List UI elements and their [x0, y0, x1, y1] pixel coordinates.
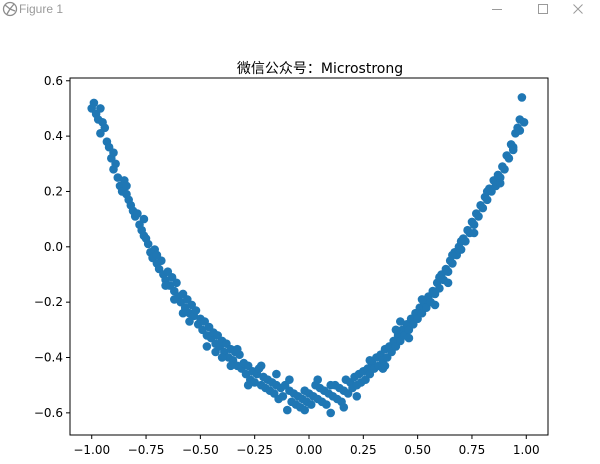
scatter-point: [435, 284, 444, 293]
window-titlebar: Figure 1: [0, 0, 600, 18]
scatter-point: [365, 356, 375, 365]
scatter-point: [133, 209, 142, 218]
scatter-point: [233, 344, 242, 354]
scatter-point: [306, 400, 316, 409]
y-tick-label: 0.4: [44, 129, 63, 143]
scatter-point: [283, 405, 292, 415]
scatter-point: [456, 237, 466, 246]
x-tick-label: 0.50: [404, 443, 431, 457]
scatter-point: [152, 250, 162, 260]
scatter-point: [448, 259, 457, 268]
figure-app-icon: [2, 1, 18, 17]
x-tick-label: 1.00: [513, 443, 540, 457]
scatter-point: [143, 239, 153, 249]
scatter-point: [89, 98, 99, 108]
scatter-points: [87, 93, 529, 418]
scatter-point: [300, 405, 310, 415]
y-tick-label: 0.6: [44, 74, 63, 88]
scatter-point: [322, 400, 331, 409]
y-axis-ticks: −0.6 −0.4 −0.2 0.0 0.2 0.4 0.6: [34, 74, 70, 420]
y-tick-label: −0.4: [34, 351, 63, 365]
scatter-point: [161, 281, 170, 290]
scatter-point: [172, 278, 181, 288]
scatter-point: [256, 361, 266, 371]
scatter-chart: 微信公众号：Microstrong −1.00 −0.75 −0.50 −0.25 0.…: [34, 61, 549, 457]
scatter-point: [448, 250, 457, 260]
scatter-point: [226, 361, 236, 371]
x-tick-label: −0.50: [182, 443, 219, 457]
scatter-point: [113, 173, 123, 182]
scatter-point: [380, 361, 390, 371]
scatter-point: [272, 369, 281, 379]
scatter-point: [285, 375, 294, 385]
scatter-point: [243, 380, 253, 390]
scatter-point: [326, 380, 336, 390]
scatter-point: [185, 317, 194, 326]
minimize-icon: [492, 9, 502, 10]
maximize-icon: [538, 4, 548, 14]
y-tick-label: −0.2: [34, 295, 63, 309]
scatter-point: [122, 181, 131, 191]
scatter-point: [96, 129, 105, 138]
scatter-point: [482, 187, 492, 196]
scatter-point: [278, 392, 288, 401]
x-tick-label: 0.75: [459, 443, 486, 457]
scatter-point: [517, 93, 527, 102]
scatter-point: [211, 347, 220, 357]
y-tick-label: −0.6: [34, 406, 63, 420]
scatter-point: [178, 308, 188, 318]
scatter-point: [430, 300, 440, 310]
close-icon: [573, 4, 583, 14]
x-tick-label: −1.00: [73, 443, 110, 457]
scatter-point: [109, 148, 118, 157]
scatter-point: [391, 325, 401, 335]
scatter-point: [443, 267, 453, 276]
scatter-point: [396, 317, 405, 326]
scatter-point: [515, 126, 525, 135]
scatter-point: [339, 403, 349, 412]
x-tick-label: −0.25: [236, 443, 273, 457]
scatter-point: [495, 178, 505, 188]
scatter-point: [469, 228, 479, 238]
x-tick-label: 0.00: [296, 443, 323, 457]
scatter-point: [191, 306, 201, 315]
minimize-button[interactable]: [474, 0, 520, 18]
scatter-point: [352, 392, 362, 401]
scatter-point: [435, 273, 444, 282]
scatter-point: [417, 295, 427, 304]
scatter-point: [456, 245, 466, 254]
scatter-point: [404, 333, 414, 343]
window-title: Figure 1: [19, 2, 64, 16]
axes-frame: [69, 77, 549, 436]
scatter-point: [217, 353, 227, 362]
close-button[interactable]: [555, 0, 600, 18]
scatter-point: [313, 375, 323, 385]
scatter-point: [326, 408, 336, 418]
scatter-point: [474, 212, 483, 221]
scatter-point: [519, 118, 529, 127]
y-tick-label: 0.2: [44, 184, 63, 198]
y-tick-label: 0.0: [44, 240, 63, 254]
scatter-point: [504, 154, 514, 163]
scatter-point: [139, 214, 149, 224]
scatter-point: [202, 342, 212, 351]
scatter-point: [111, 159, 120, 169]
scatter-point: [478, 203, 488, 213]
maximize-button[interactable]: [520, 0, 566, 18]
x-tick-label: −0.75: [128, 443, 165, 457]
scatter-point: [96, 104, 105, 113]
scatter-point: [170, 295, 179, 304]
scatter-point: [443, 278, 453, 288]
x-axis-ticks: −1.00 −0.75 −0.50 −0.25 0.00 0.25 0.50 0.75 1.00: [73, 435, 540, 457]
chart-title: 微信公众号：Microstrong: [237, 61, 403, 77]
scatter-point: [250, 378, 259, 387]
x-tick-label: 0.25: [350, 443, 377, 457]
scatter-point: [508, 145, 518, 155]
figure-canvas: 微信公众号：Microstrong −1.00 −0.75 −0.50 −0.25 0.…: [0, 18, 600, 460]
scatter-point: [482, 195, 492, 205]
scatter-point: [469, 220, 479, 229]
scatter-point: [500, 165, 509, 174]
